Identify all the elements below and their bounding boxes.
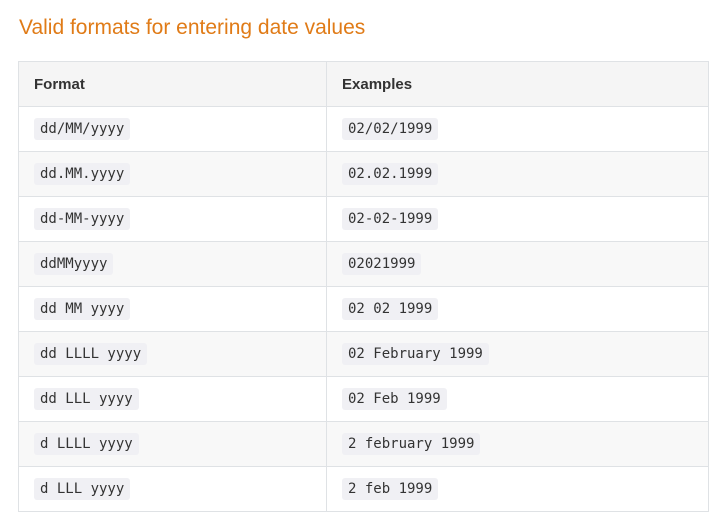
section-title: Valid formats for entering date values <box>19 16 366 39</box>
example-code: 02-02-1999 <box>342 208 439 230</box>
example-cell: 02.02.1999 <box>326 151 709 197</box>
example-cell: 2 feb 1999 <box>326 466 709 512</box>
example-cell: 2 february 1999 <box>326 421 709 467</box>
format-code: dd-MM-yyyy <box>34 208 131 230</box>
format-cell: ddMMyyyy <box>18 241 327 287</box>
table-row: dd MM yyyy 02 02 1999 <box>18 286 709 332</box>
example-code: 02 02 1999 <box>342 298 439 320</box>
example-cell: 02 02 1999 <box>326 286 709 332</box>
format-code: dd.MM.yyyy <box>34 163 131 185</box>
header-format: Format <box>18 61 327 107</box>
example-code: 02 February 1999 <box>342 343 489 365</box>
header-examples: Examples <box>326 61 709 107</box>
format-cell: dd MM yyyy <box>18 286 327 332</box>
table-row: dd LLLL yyyy 02 February 1999 <box>18 331 709 377</box>
format-cell: d LLL yyyy <box>18 466 327 512</box>
table-row: dd LLL yyyy 02 Feb 1999 <box>18 376 709 422</box>
date-formats-table: Format Examples dd/MM/yyyy 02/02/1999 dd… <box>18 61 709 512</box>
example-code: 2 february 1999 <box>342 433 481 455</box>
example-code: 2 feb 1999 <box>342 478 439 500</box>
format-cell: d LLLL yyyy <box>18 421 327 467</box>
format-code: dd LLL yyyy <box>34 388 139 410</box>
example-code: 02/02/1999 <box>342 118 439 140</box>
table-row: dd/MM/yyyy 02/02/1999 <box>18 106 709 152</box>
table-row: dd-MM-yyyy 02-02-1999 <box>18 196 709 242</box>
format-cell: dd/MM/yyyy <box>18 106 327 152</box>
format-code: dd LLLL yyyy <box>34 343 148 365</box>
format-cell: dd.MM.yyyy <box>18 151 327 197</box>
example-code: 02021999 <box>342 253 422 275</box>
format-cell: dd-MM-yyyy <box>18 196 327 242</box>
format-code: dd MM yyyy <box>34 298 131 320</box>
example-cell: 02 February 1999 <box>326 331 709 377</box>
example-cell: 02021999 <box>326 241 709 287</box>
example-cell: 02 Feb 1999 <box>326 376 709 422</box>
example-cell: 02-02-1999 <box>326 196 709 242</box>
format-code: d LLLL yyyy <box>34 433 139 455</box>
format-cell: dd LLL yyyy <box>18 376 327 422</box>
format-cell: dd LLLL yyyy <box>18 331 327 377</box>
format-code: d LLL yyyy <box>34 478 131 500</box>
format-code: dd/MM/yyyy <box>34 118 131 140</box>
format-code: ddMMyyyy <box>34 253 114 275</box>
example-code: 02.02.1999 <box>342 163 439 185</box>
table-row: d LLLL yyyy 2 february 1999 <box>18 421 709 467</box>
table-row: dd.MM.yyyy 02.02.1999 <box>18 151 709 197</box>
table-header-row: Format Examples <box>18 61 709 107</box>
example-cell: 02/02/1999 <box>326 106 709 152</box>
table-row: ddMMyyyy 02021999 <box>18 241 709 287</box>
example-code: 02 Feb 1999 <box>342 388 447 410</box>
table-row: d LLL yyyy 2 feb 1999 <box>18 466 709 512</box>
